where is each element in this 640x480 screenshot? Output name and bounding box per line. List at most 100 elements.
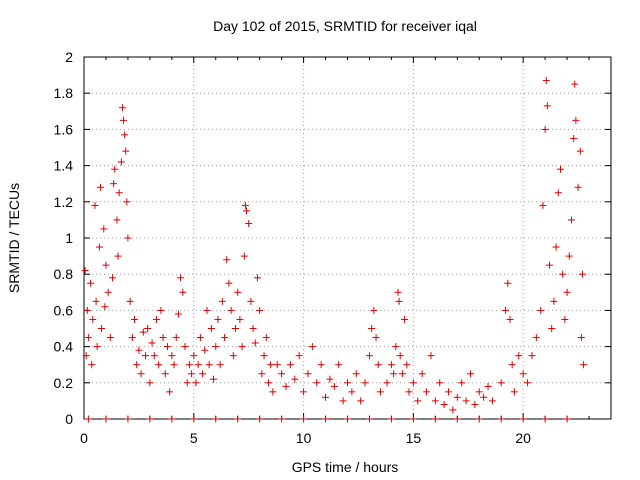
data-point bbox=[576, 147, 584, 155]
data-point bbox=[123, 198, 131, 206]
data-point bbox=[394, 288, 402, 296]
data-point bbox=[546, 261, 554, 269]
data-point bbox=[506, 315, 514, 323]
data-point bbox=[102, 415, 110, 423]
y-tick-label: 1.4 bbox=[54, 158, 74, 174]
y-axis-label: SRMTID / TECUs bbox=[6, 183, 22, 293]
y-tick-label: 0 bbox=[65, 411, 73, 427]
data-point bbox=[192, 379, 200, 387]
data-point bbox=[357, 397, 365, 405]
data-point bbox=[392, 343, 400, 351]
data-point bbox=[91, 201, 99, 209]
data-point bbox=[519, 415, 527, 423]
data-point bbox=[365, 415, 373, 423]
data-point bbox=[409, 415, 417, 423]
x-tick-label: 10 bbox=[296, 430, 312, 446]
data-point bbox=[236, 315, 244, 323]
data-point bbox=[542, 77, 550, 85]
data-point bbox=[146, 379, 154, 387]
x-tick-label: 0 bbox=[80, 430, 88, 446]
data-point bbox=[126, 297, 134, 305]
data-point bbox=[262, 334, 270, 342]
data-point bbox=[87, 279, 95, 287]
data-point bbox=[214, 315, 222, 323]
y-tick-label: 1.8 bbox=[54, 85, 74, 101]
data-point bbox=[453, 415, 461, 423]
data-point bbox=[365, 352, 373, 360]
data-point bbox=[300, 415, 308, 423]
data-point bbox=[398, 370, 406, 378]
data-point bbox=[247, 297, 255, 305]
data-point bbox=[339, 397, 347, 405]
data-point bbox=[559, 270, 567, 278]
data-point bbox=[282, 382, 290, 390]
data-point bbox=[322, 415, 330, 423]
data-point bbox=[122, 147, 130, 155]
data-point bbox=[253, 274, 261, 282]
data-point bbox=[488, 397, 496, 405]
data-point bbox=[161, 370, 169, 378]
data-point bbox=[84, 334, 92, 342]
data-point bbox=[291, 375, 299, 383]
data-point bbox=[240, 252, 248, 260]
data-point bbox=[234, 415, 242, 423]
data-point bbox=[344, 415, 351, 423]
data-point bbox=[574, 183, 582, 191]
data-point bbox=[82, 352, 90, 360]
data-point bbox=[565, 252, 573, 260]
data-point bbox=[352, 370, 360, 378]
data-point bbox=[210, 375, 218, 383]
data-point bbox=[497, 379, 505, 387]
data-point bbox=[471, 401, 479, 409]
data-point bbox=[344, 379, 351, 387]
data-point bbox=[159, 334, 167, 342]
data-point bbox=[92, 297, 100, 305]
data-point bbox=[194, 361, 202, 369]
data-point bbox=[188, 370, 196, 378]
data-point bbox=[172, 334, 180, 342]
data-point bbox=[475, 415, 483, 423]
data-point bbox=[550, 297, 558, 305]
data-point bbox=[383, 379, 391, 387]
data-point bbox=[216, 361, 224, 369]
data-point bbox=[229, 352, 237, 360]
data-point bbox=[212, 343, 220, 351]
data-point bbox=[124, 415, 132, 423]
data-point bbox=[179, 288, 187, 296]
y-tick-label: 2 bbox=[65, 49, 73, 65]
data-point bbox=[431, 415, 439, 423]
y-tick-label: 0.4 bbox=[54, 339, 74, 355]
data-point bbox=[532, 334, 540, 342]
data-point bbox=[528, 352, 536, 360]
data-point bbox=[249, 325, 257, 332]
data-point bbox=[308, 343, 316, 351]
data-point bbox=[256, 306, 264, 314]
y-tick-label: 0.2 bbox=[54, 375, 74, 391]
data-point bbox=[330, 382, 338, 390]
x-axis-label: GPS time / hours bbox=[292, 459, 399, 475]
data-point bbox=[183, 379, 191, 387]
data-point bbox=[295, 352, 303, 360]
data-point bbox=[396, 352, 404, 360]
data-point bbox=[256, 415, 264, 423]
data-point bbox=[95, 243, 103, 251]
data-point bbox=[278, 370, 286, 378]
data-point bbox=[570, 134, 578, 142]
data-point bbox=[317, 361, 325, 369]
data-point bbox=[504, 279, 512, 287]
data-point bbox=[508, 361, 516, 369]
data-point bbox=[225, 279, 233, 287]
data-point bbox=[541, 415, 549, 423]
data-point bbox=[374, 361, 382, 369]
data-point bbox=[449, 406, 457, 414]
data-point bbox=[372, 334, 380, 342]
data-point bbox=[563, 415, 571, 423]
data-point bbox=[414, 397, 422, 405]
data-point bbox=[177, 274, 185, 282]
data-point bbox=[497, 415, 505, 423]
data-point bbox=[150, 352, 158, 360]
data-point bbox=[556, 165, 564, 173]
data-point bbox=[401, 315, 409, 323]
data-point bbox=[168, 352, 176, 360]
data-point bbox=[480, 393, 488, 401]
